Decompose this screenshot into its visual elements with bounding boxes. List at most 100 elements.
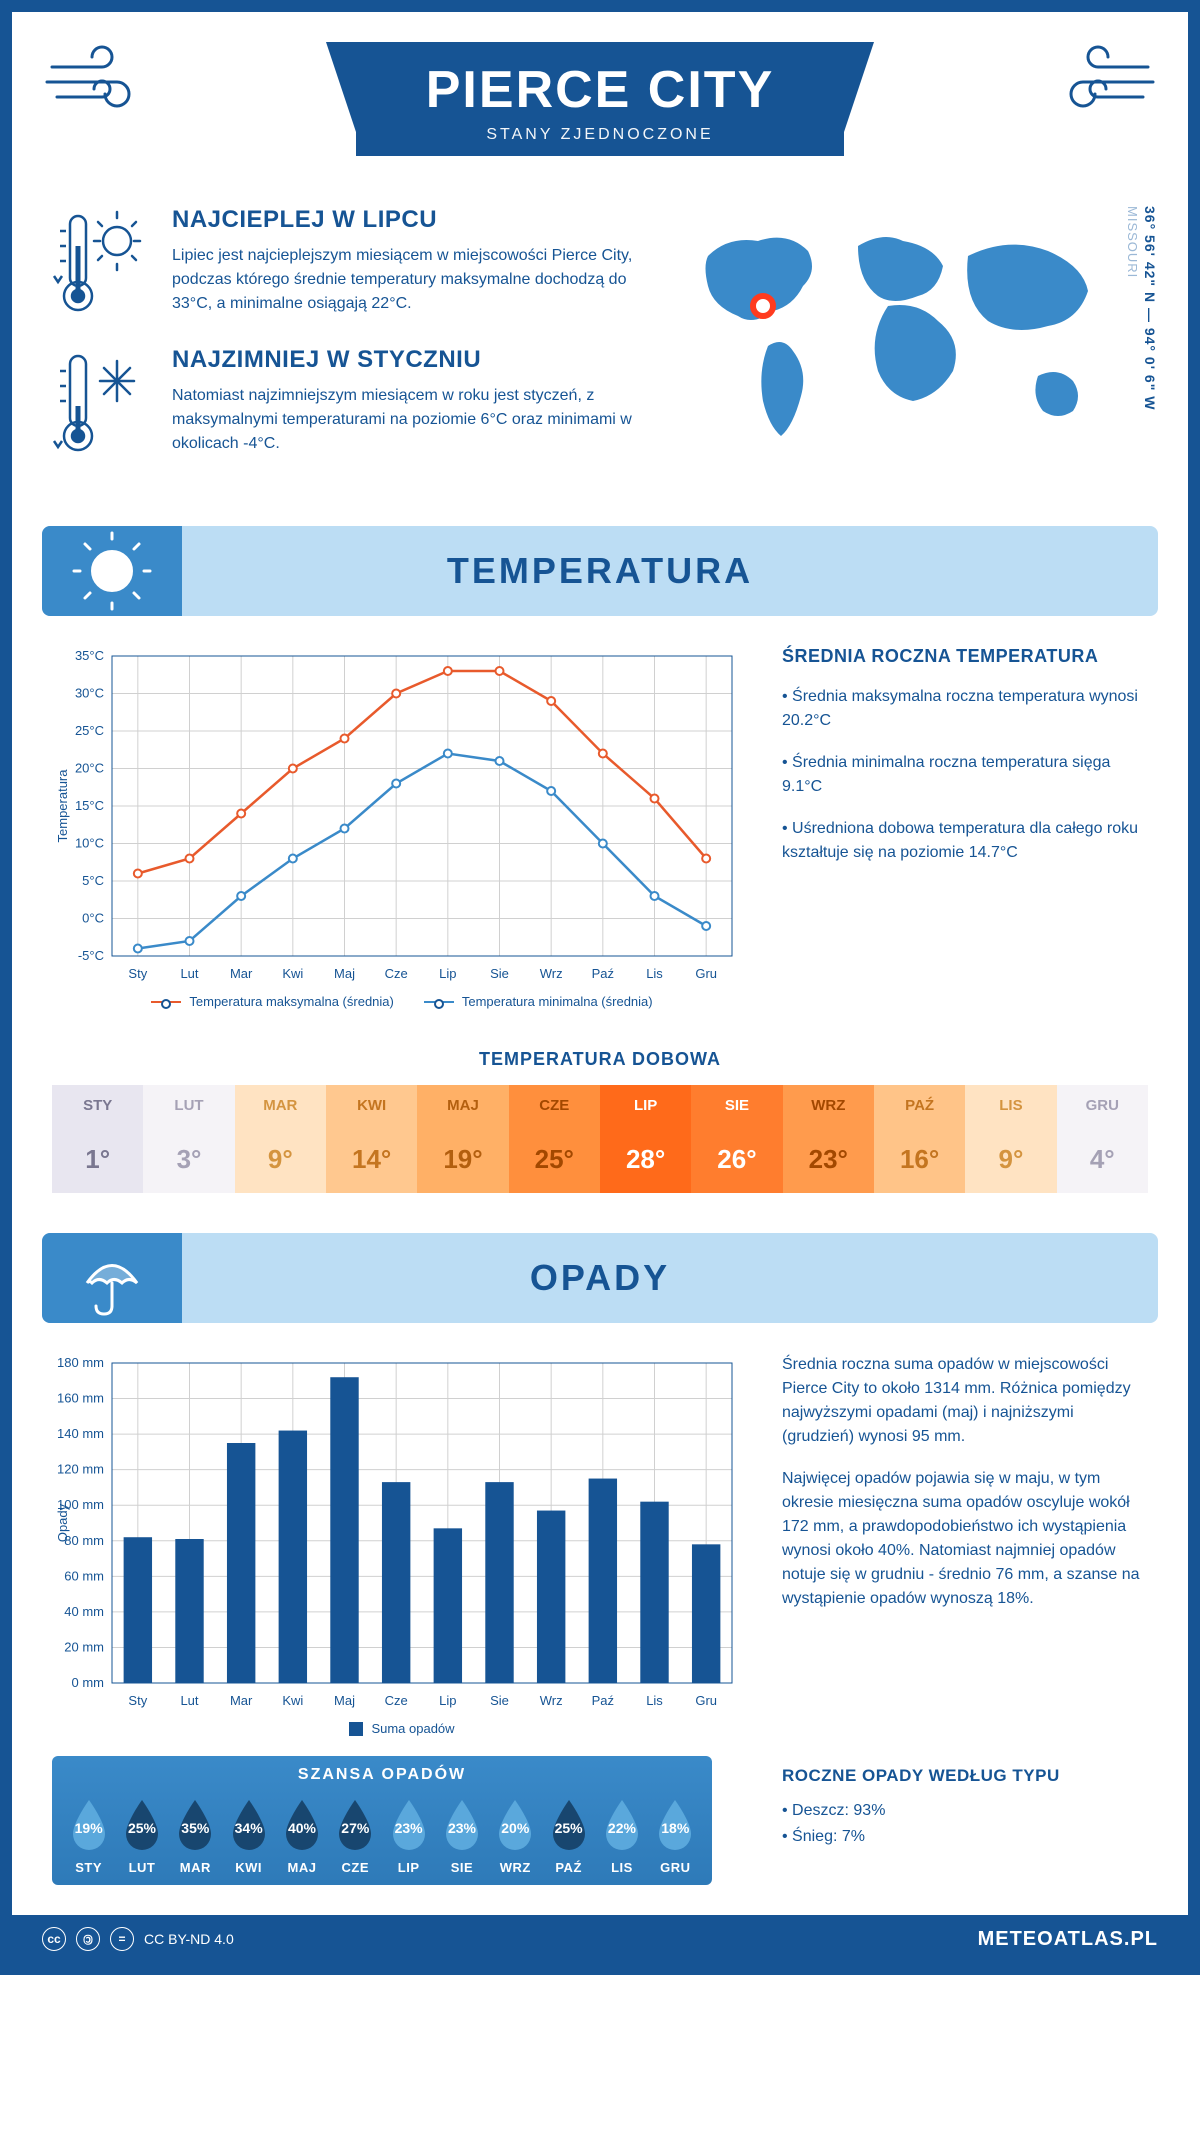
summary-para: Średnia roczna suma opadów w miejscowośc… — [782, 1353, 1148, 1449]
nd-icon: = — [110, 1927, 134, 1951]
svg-text:Cze: Cze — [385, 966, 408, 981]
umbrella-icon — [42, 1233, 182, 1323]
country-name: STANY ZJEDNOCZONE — [426, 126, 775, 144]
daily-cell: STY1° — [52, 1085, 143, 1193]
hottest-fact: NAJCIEPLEJ W LIPCU Lipiec jest najcieple… — [52, 206, 638, 316]
legend-max: Temperatura maksymalna (średnia) — [189, 994, 393, 1009]
temperature-content: -5°C0°C5°C10°C15°C20°C25°C30°C35°CStyLut… — [12, 646, 1188, 1029]
rain-chance-panel: SZANSA OPADÓW 19%STY25%LUT35%MAR34%KWI40… — [52, 1756, 712, 1885]
hottest-text: Lipiec jest najcieplejszym miesiącem w m… — [172, 244, 638, 316]
type-line: • Deszcz: 93% — [782, 1798, 1148, 1824]
daily-cell: CZE25° — [509, 1085, 600, 1193]
title-banner: PIERCE CITY STANY ZJEDNOCZONE — [356, 42, 845, 156]
svg-text:Temperatura: Temperatura — [55, 769, 70, 843]
daily-cell: PAŹ16° — [874, 1085, 965, 1193]
svg-text:Sie: Sie — [490, 1693, 509, 1708]
chance-cell: 19%STY — [62, 1796, 115, 1875]
precipitation-summary: Średnia roczna suma opadów w miejscowośc… — [782, 1353, 1148, 1736]
coordinates: 36° 56' 42" N — 94° 0' 6" W — [1142, 206, 1158, 410]
temperature-summary: ŚREDNIA ROCZNA TEMPERATURA • Średnia mak… — [782, 646, 1148, 1009]
chance-cell: 25%PAŹ — [542, 1796, 595, 1875]
precip-type-box: ROCZNE OPADY WEDŁUG TYPU • Deszcz: 93% •… — [782, 1756, 1188, 1885]
license-text: CC BY-ND 4.0 — [144, 1931, 234, 1947]
hottest-title: NAJCIEPLEJ W LIPCU — [172, 206, 638, 234]
cc-icon: cc — [42, 1927, 66, 1951]
daily-temp-table: STY1°LUT3°MAR9°KWI14°MAJ19°CZE25°LIP28°S… — [52, 1085, 1148, 1193]
svg-text:20 mm: 20 mm — [64, 1639, 104, 1654]
svg-text:60 mm: 60 mm — [64, 1568, 104, 1583]
chart-legend: Suma opadów — [52, 1721, 752, 1736]
section-title: OPADY — [530, 1257, 670, 1299]
svg-text:Lut: Lut — [180, 1693, 198, 1708]
chance-cell: 23%SIE — [435, 1796, 488, 1875]
summary-bullet: • Średnia maksymalna roczna temperatura … — [782, 685, 1148, 733]
svg-text:Lut: Lut — [180, 966, 198, 981]
daily-temp-title: TEMPERATURA DOBOWA — [12, 1049, 1188, 1070]
svg-text:40 mm: 40 mm — [64, 1604, 104, 1619]
coldest-title: NAJZIMNIEJ W STYCZNIU — [172, 346, 638, 374]
svg-text:Sty: Sty — [128, 966, 147, 981]
intro-section: NAJCIEPLEJ W LIPCU Lipiec jest najcieple… — [12, 176, 1188, 506]
chance-cell: 20%WRZ — [489, 1796, 542, 1875]
section-title: TEMPERATURA — [447, 550, 753, 592]
svg-text:10°C: 10°C — [75, 836, 104, 851]
daily-cell: MAR9° — [235, 1085, 326, 1193]
temperature-section-header: TEMPERATURA — [42, 526, 1158, 616]
legend-precip: Suma opadów — [371, 1721, 454, 1736]
by-icon: 🄯 — [76, 1927, 100, 1951]
svg-text:15°C: 15°C — [75, 798, 104, 813]
chance-cell: 18%GRU — [649, 1796, 702, 1875]
footer: cc 🄯 = CC BY-ND 4.0 METEOATLAS.PL — [12, 1915, 1188, 1963]
svg-text:-5°C: -5°C — [78, 948, 104, 963]
svg-text:80 mm: 80 mm — [64, 1533, 104, 1548]
temperature-line-chart: -5°C0°C5°C10°C15°C20°C25°C30°C35°CStyLut… — [52, 646, 752, 1009]
chart-legend: Temperatura maksymalna (średnia) Tempera… — [52, 994, 752, 1009]
coldest-text: Natomiast najzimniejszym miesiącem w rok… — [172, 384, 638, 456]
daily-cell: LIP28° — [600, 1085, 691, 1193]
chance-cell: 35%MAR — [169, 1796, 222, 1875]
svg-text:160 mm: 160 mm — [57, 1391, 104, 1406]
chance-cell: 22%LIS — [595, 1796, 648, 1875]
city-name: PIERCE CITY — [426, 60, 775, 120]
daily-cell: GRU4° — [1057, 1085, 1148, 1193]
svg-text:Opady: Opady — [55, 1503, 70, 1542]
svg-text:20°C: 20°C — [75, 761, 104, 776]
sun-icon — [42, 526, 182, 616]
daily-cell: KWI14° — [326, 1085, 417, 1193]
svg-text:Paź: Paź — [592, 966, 614, 981]
thermometer-sun-icon — [52, 206, 152, 316]
daily-cell: MAJ19° — [417, 1085, 508, 1193]
chance-cell: 34%KWI — [222, 1796, 275, 1875]
daily-cell: LUT3° — [143, 1085, 234, 1193]
header: PIERCE CITY STANY ZJEDNOCZONE — [12, 12, 1188, 176]
svg-text:35°C: 35°C — [75, 648, 104, 663]
svg-text:Cze: Cze — [385, 1693, 408, 1708]
chance-cell: 40%MAJ — [275, 1796, 328, 1875]
wind-icon — [42, 42, 162, 122]
infographic-frame: PIERCE CITY STANY ZJEDNOCZONE NAJCIEPLEJ… — [0, 0, 1200, 1975]
svg-text:25°C: 25°C — [75, 723, 104, 738]
svg-text:Lis: Lis — [646, 966, 663, 981]
svg-text:Lip: Lip — [439, 1693, 456, 1708]
svg-text:Lip: Lip — [439, 966, 456, 981]
wind-icon — [1038, 42, 1158, 122]
svg-text:Wrz: Wrz — [540, 966, 563, 981]
svg-text:Maj: Maj — [334, 1693, 355, 1708]
region-label: MISSOURI — [1125, 206, 1140, 278]
svg-text:Maj: Maj — [334, 966, 355, 981]
svg-text:Sty: Sty — [128, 1693, 147, 1708]
daily-cell: LIS9° — [965, 1085, 1056, 1193]
svg-text:0 mm: 0 mm — [72, 1675, 105, 1690]
thermometer-snow-icon — [52, 346, 152, 456]
type-line: • Śnieg: 7% — [782, 1824, 1148, 1850]
chance-cell: 25%LUT — [115, 1796, 168, 1875]
summary-bullet: • Średnia minimalna roczna temperatura s… — [782, 751, 1148, 799]
svg-text:180 mm: 180 mm — [57, 1355, 104, 1370]
svg-text:Mar: Mar — [230, 966, 253, 981]
svg-text:Gru: Gru — [695, 1693, 717, 1708]
svg-text:Sie: Sie — [490, 966, 509, 981]
legend-min: Temperatura minimalna (średnia) — [462, 994, 653, 1009]
precipitation-section-header: OPADY — [42, 1233, 1158, 1323]
precipitation-bar-chart: 0 mm20 mm40 mm60 mm80 mm100 mm120 mm140 … — [52, 1353, 752, 1736]
svg-text:140 mm: 140 mm — [57, 1426, 104, 1441]
